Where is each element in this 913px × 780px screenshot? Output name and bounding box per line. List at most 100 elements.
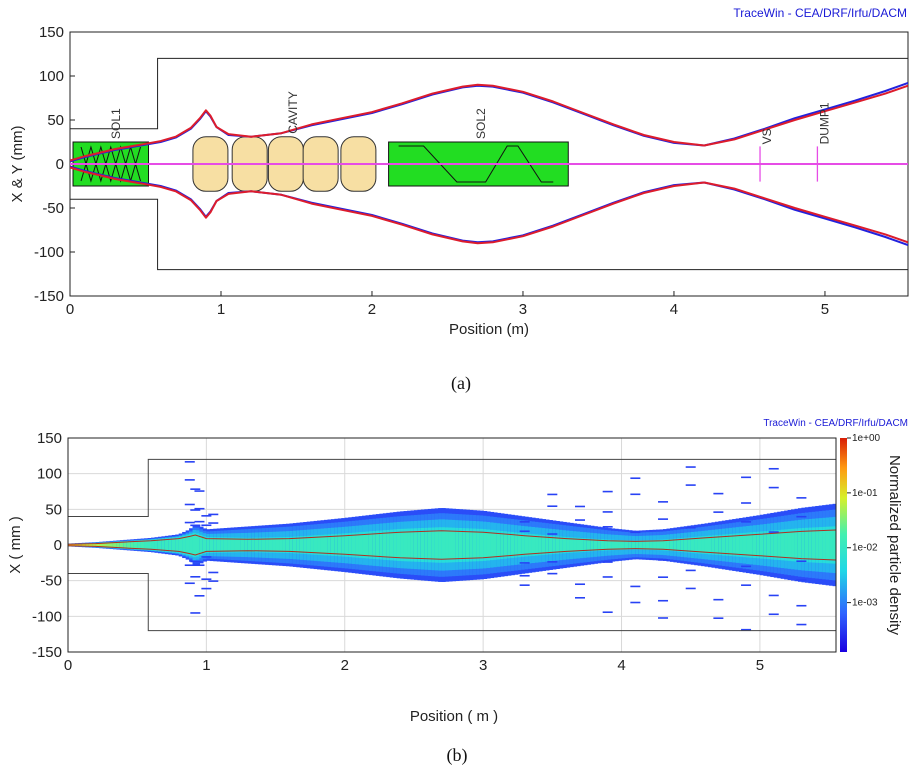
density-cell bbox=[85, 543, 90, 547]
density-cell bbox=[365, 534, 370, 556]
density-cell bbox=[268, 538, 273, 552]
axis-ticks-a: 0 1 2 3 4 5 -150 -100 -50 0 50 100 150 bbox=[34, 24, 829, 318]
density-cell bbox=[604, 540, 609, 550]
density-cell bbox=[202, 538, 207, 552]
density-cell bbox=[600, 540, 605, 550]
halo-particle bbox=[796, 515, 807, 518]
halo-particle bbox=[201, 578, 212, 580]
density-cell bbox=[154, 540, 159, 550]
density-cell bbox=[126, 541, 131, 549]
density-cell bbox=[472, 531, 477, 559]
halo-particle bbox=[602, 576, 613, 578]
density-cell bbox=[490, 532, 495, 558]
halo-particle bbox=[685, 466, 696, 468]
x-tick-label-b: 1 bbox=[202, 657, 210, 674]
y-tick-label-a: 50 bbox=[47, 112, 64, 129]
x-axis-label-b: Position ( m ) bbox=[410, 708, 498, 725]
density-cell bbox=[815, 530, 820, 560]
density-cell bbox=[735, 535, 740, 555]
y-tick-label-a: -150 bbox=[34, 288, 64, 305]
density-cell bbox=[251, 539, 256, 551]
rms-line-lower bbox=[68, 545, 836, 561]
density-cell bbox=[168, 539, 173, 551]
density-cell bbox=[157, 540, 163, 550]
y-tick-label-b: -50 bbox=[40, 573, 62, 590]
density-cell bbox=[524, 535, 529, 555]
density-cell bbox=[528, 536, 533, 554]
density-cell bbox=[704, 537, 709, 553]
halo-particle bbox=[208, 513, 219, 516]
density-cell bbox=[88, 543, 93, 547]
halo-particle bbox=[575, 596, 585, 599]
halo-particle bbox=[194, 507, 205, 510]
halo-particle bbox=[184, 564, 195, 567]
halo-particle bbox=[208, 580, 219, 582]
density-cell bbox=[206, 538, 211, 552]
panel-b: TraceWin - CEA/DRF/Irfu/DACM 0 1 2 3 4 5 -150 -… bbox=[7, 418, 908, 766]
element-label: SOL2 bbox=[474, 108, 488, 139]
density-cell bbox=[81, 543, 86, 547]
density-cell bbox=[344, 535, 349, 555]
density-cell bbox=[721, 536, 726, 554]
x-tick-label-b: 5 bbox=[756, 657, 764, 674]
density-cell bbox=[189, 536, 194, 554]
density-cell bbox=[234, 539, 239, 551]
density-cell bbox=[161, 539, 166, 551]
aperture-bottom bbox=[70, 198, 908, 271]
y-axis-label-b: X ( mm ) bbox=[7, 516, 24, 574]
density-cell bbox=[140, 541, 145, 549]
plot-frame-b bbox=[67, 437, 837, 653]
halo-particle bbox=[575, 519, 585, 521]
density-cell bbox=[763, 533, 768, 557]
density-cell bbox=[555, 537, 560, 553]
density-cell bbox=[240, 539, 246, 551]
halo-particle bbox=[768, 594, 779, 597]
density-cell bbox=[552, 537, 557, 553]
halo-particle bbox=[658, 617, 669, 619]
halo-particle bbox=[194, 564, 205, 567]
y-tick-label-a: 150 bbox=[39, 24, 64, 41]
density-cell bbox=[424, 531, 429, 559]
element-label: SOL1 bbox=[109, 108, 123, 139]
halo-particle bbox=[190, 488, 201, 490]
aperture-bottom bbox=[68, 573, 836, 632]
density-cell bbox=[171, 538, 176, 552]
halo-particle bbox=[658, 559, 669, 561]
density-cell bbox=[597, 540, 602, 550]
halo-particle bbox=[796, 623, 807, 626]
halo-particle bbox=[547, 505, 558, 508]
density-cell bbox=[119, 542, 124, 548]
halo-particle bbox=[658, 501, 669, 503]
density-cell bbox=[334, 536, 339, 554]
density-cell bbox=[348, 535, 353, 555]
density-cell bbox=[621, 541, 626, 549]
density-cell bbox=[106, 542, 111, 548]
caption-b: (b) bbox=[447, 745, 468, 766]
density-cell bbox=[317, 537, 322, 553]
density-cell bbox=[102, 543, 107, 547]
density-cell bbox=[635, 541, 640, 549]
y-tick-label-a: 100 bbox=[39, 68, 64, 85]
density-cell bbox=[151, 540, 156, 550]
y-tick-label-b: 50 bbox=[45, 501, 62, 518]
halo-particle bbox=[602, 511, 613, 513]
density-cell bbox=[728, 536, 733, 554]
halo-particle bbox=[190, 524, 201, 527]
density-cell bbox=[486, 532, 491, 558]
density-cell bbox=[469, 531, 474, 559]
halo-particle bbox=[768, 467, 779, 470]
density-cell bbox=[330, 536, 335, 554]
x-tick-label-a: 2 bbox=[368, 301, 376, 318]
aperture-outline-b bbox=[68, 458, 836, 632]
density-cell bbox=[95, 543, 100, 547]
density-cell bbox=[368, 534, 374, 556]
density-cell bbox=[448, 531, 453, 559]
density-cell bbox=[711, 537, 716, 553]
density-cell bbox=[358, 534, 363, 556]
density-cell bbox=[517, 535, 522, 555]
density-cell bbox=[804, 531, 809, 559]
density-cell bbox=[116, 542, 121, 548]
density-cell bbox=[379, 533, 384, 557]
density-cell bbox=[541, 537, 547, 553]
